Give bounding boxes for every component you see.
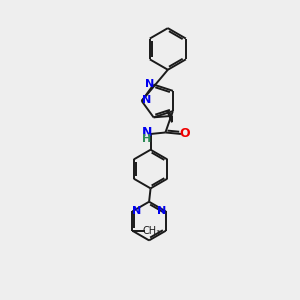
- Text: N: N: [142, 95, 151, 105]
- Text: CH₃: CH₃: [142, 226, 160, 236]
- Text: N: N: [142, 126, 152, 139]
- Text: O: O: [180, 128, 190, 140]
- Text: N: N: [132, 206, 141, 216]
- Text: N: N: [157, 206, 166, 216]
- Text: H: H: [142, 134, 151, 144]
- Text: N: N: [145, 79, 154, 89]
